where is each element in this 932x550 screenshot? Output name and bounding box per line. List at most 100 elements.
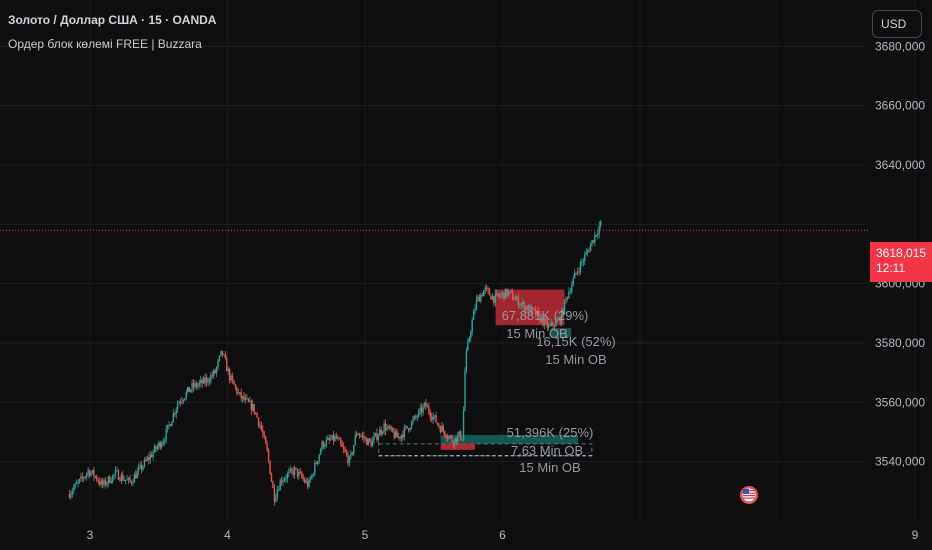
- candle-body: [516, 296, 518, 299]
- candle-body: [283, 478, 286, 481]
- ob-timeframe-label: 15 Min OB: [519, 460, 580, 475]
- candle-body: [81, 476, 84, 478]
- candle-body: [337, 438, 339, 440]
- candle-body: [568, 291, 570, 298]
- candle-body: [288, 471, 290, 474]
- time-axis[interactable]: 3456910: [87, 528, 932, 542]
- candle-body: [78, 478, 81, 482]
- candle-body: [116, 470, 118, 472]
- candle-body: [400, 434, 403, 439]
- candle-body: [353, 445, 355, 454]
- candle-body: [594, 234, 596, 243]
- candle-body: [280, 480, 283, 483]
- candle-body: [314, 462, 316, 475]
- candle-body: [286, 473, 289, 479]
- ob-volume-label: 16,15K (52%): [536, 334, 616, 349]
- candle-body: [565, 297, 567, 300]
- candle-body: [109, 476, 111, 483]
- candle-body: [569, 291, 572, 293]
- candle-body: [75, 482, 78, 484]
- symbol-title[interactable]: Золото / Доллар США · 15 · OANDA: [8, 13, 217, 27]
- candle-body: [373, 436, 375, 440]
- candle-body: [467, 341, 469, 351]
- candle-body: [474, 308, 476, 312]
- candle-body: [581, 261, 583, 263]
- candle-body: [360, 435, 362, 437]
- candle-body: [442, 426, 445, 432]
- candle-body: [402, 434, 404, 438]
- candle-body: [181, 401, 183, 403]
- candle-body: [266, 443, 268, 451]
- candle-body: [133, 474, 136, 483]
- candle-body: [179, 402, 182, 404]
- candle-body: [98, 481, 101, 485]
- candle-body: [259, 425, 261, 427]
- candle-body: [213, 370, 215, 376]
- candle-body: [163, 440, 166, 442]
- candle-body: [159, 442, 162, 448]
- candle-body: [315, 462, 317, 464]
- candle-body: [432, 416, 434, 420]
- ob-timeframe-label: 15 Min OB: [506, 326, 567, 341]
- candle-body: [254, 412, 257, 414]
- candle-body: [475, 298, 478, 309]
- candle-body: [350, 452, 352, 457]
- currency-button[interactable]: USD: [872, 10, 922, 38]
- candle-body: [250, 400, 252, 411]
- candle-body: [429, 412, 432, 418]
- candle-body: [152, 452, 154, 457]
- candle-body: [527, 305, 530, 311]
- candle-body: [185, 391, 188, 398]
- candle-body: [559, 318, 561, 324]
- candle-body: [107, 476, 110, 484]
- ob-volume-label: 51,396K (25%): [507, 425, 594, 440]
- candle-body: [161, 443, 163, 448]
- candle-body: [504, 289, 507, 299]
- candle-body: [344, 449, 346, 452]
- candle-body: [364, 438, 367, 440]
- candle-body: [597, 233, 599, 236]
- candle-body: [371, 439, 374, 447]
- candle-body: [236, 387, 238, 394]
- time-tick-label: 3: [87, 528, 94, 542]
- candle-body: [457, 435, 459, 442]
- candle-body: [471, 320, 473, 332]
- candle-body: [397, 436, 400, 438]
- candle-body: [210, 375, 212, 382]
- candle-body: [384, 423, 387, 431]
- candle-body: [127, 477, 130, 480]
- candle-body: [239, 392, 241, 394]
- candle-body: [224, 354, 226, 359]
- candle-body: [276, 490, 278, 498]
- candle-body: [71, 491, 73, 494]
- indicator-label[interactable]: Ордер блок көлемі FREE | Buzzara: [8, 37, 202, 51]
- candle-body: [96, 476, 98, 481]
- candle-body: [409, 428, 411, 431]
- candle-body: [243, 395, 245, 401]
- candle-body: [146, 457, 149, 461]
- candle-body: [446, 437, 449, 439]
- candle-body: [562, 309, 564, 314]
- candle-body: [319, 449, 322, 455]
- candle-body: [506, 289, 508, 296]
- candle-body: [487, 288, 489, 290]
- candle-body: [256, 413, 258, 418]
- candle-body: [481, 294, 483, 297]
- candle-body: [106, 483, 108, 486]
- candle-body: [494, 293, 496, 303]
- candle-body: [234, 384, 237, 388]
- candle-body: [501, 292, 504, 295]
- candle-body: [387, 426, 390, 428]
- us-flag-event-icon[interactable]: [740, 486, 758, 504]
- candle-body: [539, 313, 541, 322]
- candle-body: [130, 481, 133, 483]
- candle-body: [126, 479, 128, 481]
- candle-body: [230, 375, 232, 381]
- candle-body: [150, 454, 153, 457]
- candle-body: [73, 487, 75, 492]
- candle-body: [192, 383, 195, 388]
- candle-body: [497, 293, 499, 296]
- candle-body: [351, 452, 354, 454]
- candle-body: [187, 387, 189, 392]
